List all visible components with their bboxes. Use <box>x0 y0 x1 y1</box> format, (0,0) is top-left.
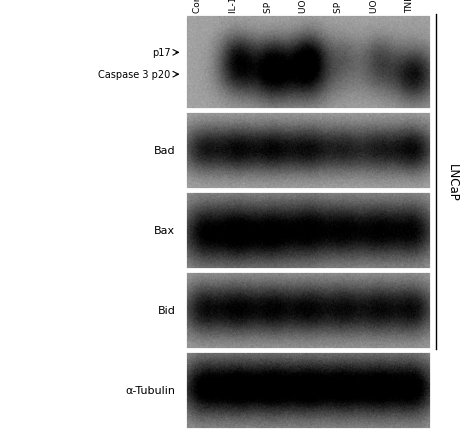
Text: Bax: Bax <box>154 226 175 236</box>
Text: SP 72 h: SP 72 h <box>334 0 343 13</box>
Text: IL-1β 5 ng 72 h: IL-1β 5 ng 72 h <box>228 0 237 13</box>
Text: UO 72 h: UO 72 h <box>370 0 379 13</box>
Text: Caspase 3 p20: Caspase 3 p20 <box>99 70 171 80</box>
Text: LNCaP: LNCaP <box>446 163 459 201</box>
Text: Bid: Bid <box>157 306 175 315</box>
Text: TNF-α 100 ng 72 h: TNF-α 100 ng 72 h <box>405 0 414 13</box>
Text: Bad: Bad <box>154 146 175 156</box>
Text: α-Tubulin: α-Tubulin <box>126 385 175 395</box>
Text: Control 72 h: Control 72 h <box>193 0 202 13</box>
Text: p17: p17 <box>152 48 171 58</box>
Text: UO + IL-1β 5 ng 72 h: UO + IL-1β 5 ng 72 h <box>299 0 308 13</box>
Text: SP + IL-1β 5 ng 72 h: SP + IL-1β 5 ng 72 h <box>264 0 273 13</box>
